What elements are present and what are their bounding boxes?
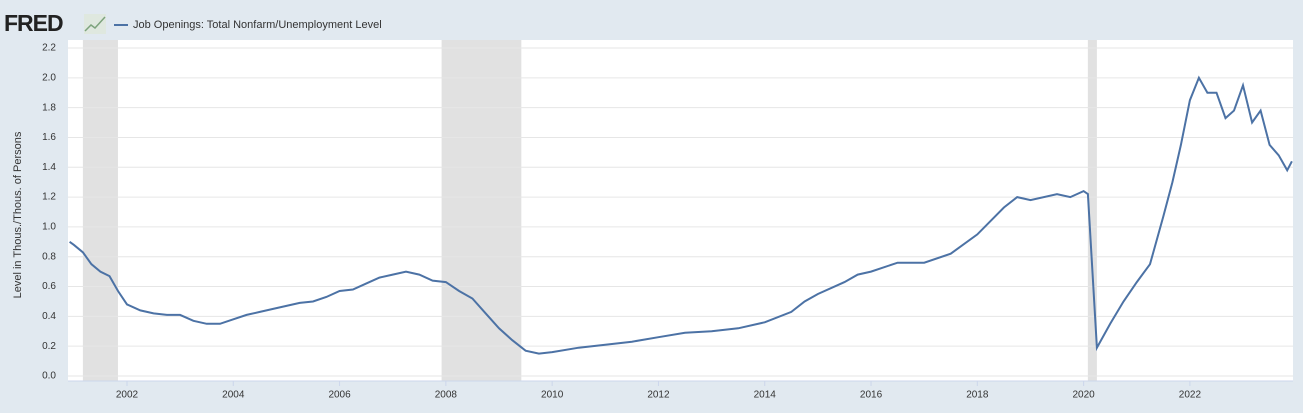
y-tick-label: 2.0 <box>42 72 56 83</box>
x-tick-label: 2018 <box>966 390 989 401</box>
y-tick-label: 1.0 <box>42 222 56 233</box>
plot-area <box>68 40 1293 381</box>
recession-band <box>82 40 118 381</box>
x-tick-label: 2022 <box>1179 390 1202 401</box>
x-tick-label: 2010 <box>541 390 564 401</box>
legend-label: Job Openings: Total Nonfarm/Unemployment… <box>133 19 382 31</box>
recession-band <box>1087 40 1097 381</box>
y-tick-label: 0.8 <box>42 251 56 262</box>
y-tick-label: 1.4 <box>42 162 56 173</box>
data-line <box>69 75 1293 355</box>
y-tick-label: 0.4 <box>42 311 56 322</box>
x-tick-label: 2002 <box>116 390 139 401</box>
x-tick-label: 2008 <box>435 390 458 401</box>
y-tick-label: 0.0 <box>42 371 56 382</box>
x-tick-label: 2006 <box>328 390 351 401</box>
y-tick-label: 1.2 <box>42 192 56 203</box>
y-tick-label: 0.2 <box>42 341 56 352</box>
logo-icon <box>84 14 106 34</box>
y-axis-label: Level in Thous./Thous. of Persons <box>12 131 24 298</box>
y-tick-label: 2.2 <box>42 43 56 54</box>
y-tick-label: 1.8 <box>42 102 56 113</box>
recession-band <box>441 40 522 381</box>
x-tick-label: 2004 <box>222 390 245 401</box>
x-tick-label: 2020 <box>1072 390 1095 401</box>
x-tick-label: 2012 <box>647 390 670 401</box>
x-tick-label: 2014 <box>754 390 777 401</box>
y-tick-label: 0.6 <box>42 281 56 292</box>
brand-logo: FRED <box>4 10 63 36</box>
x-tick-label: 2016 <box>860 390 883 401</box>
y-tick-label: 1.6 <box>42 132 56 143</box>
